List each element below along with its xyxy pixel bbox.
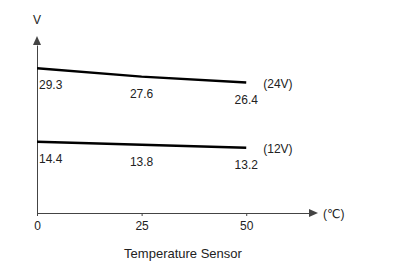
x-tick: 50 bbox=[240, 213, 254, 233]
y-axis bbox=[37, 46, 38, 214]
x-axis-arrow bbox=[309, 209, 318, 217]
x-axis-label: (℃) bbox=[323, 207, 344, 221]
y-axis-line bbox=[37, 46, 38, 214]
series-line bbox=[37, 142, 246, 148]
data-label: 13.2 bbox=[235, 158, 259, 172]
data-label: 27.6 bbox=[130, 87, 154, 101]
series-line bbox=[37, 68, 246, 82]
y-axis-arrow bbox=[33, 36, 41, 45]
data-label: 29.3 bbox=[39, 78, 63, 92]
plot-lines bbox=[37, 68, 246, 148]
y-axis-label: V bbox=[33, 13, 41, 27]
data-label: 26.4 bbox=[235, 93, 259, 107]
x-tick-label: 50 bbox=[240, 219, 254, 233]
chart: 0 25 50 V (℃) Temperature Sensor 29.3 27.6 26.4 (… bbox=[0, 0, 403, 275]
series-name: (24V) bbox=[263, 77, 292, 91]
x-tick-mark bbox=[246, 213, 247, 216]
series-name: (12V) bbox=[263, 142, 292, 156]
data-label: 14.4 bbox=[39, 152, 63, 166]
x-tick-label: 25 bbox=[135, 219, 149, 233]
x-tick-mark bbox=[142, 213, 143, 216]
x-axis: 0 25 50 bbox=[34, 213, 309, 233]
x-axis-line bbox=[38, 214, 310, 217]
x-tick-label: 0 bbox=[34, 219, 41, 233]
chart-title: Temperature Sensor bbox=[124, 246, 242, 261]
x-tick: 25 bbox=[135, 213, 149, 233]
data-label: 13.8 bbox=[130, 155, 154, 169]
x-tick: 0 bbox=[34, 213, 41, 233]
plot-labels: 29.3 27.6 26.4 (24V) 14.4 13.8 13.2 (12V) bbox=[39, 77, 293, 172]
